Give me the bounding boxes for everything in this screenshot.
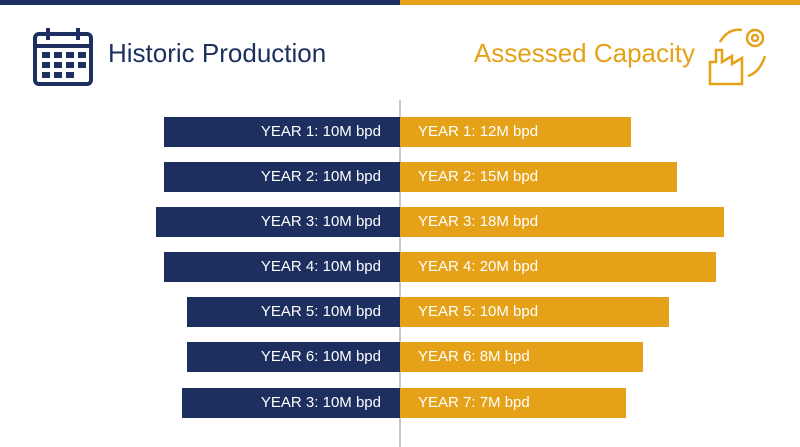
left-bar — [164, 117, 400, 147]
top-band-left — [0, 0, 400, 5]
factory-icon — [708, 28, 767, 86]
right-bar — [400, 207, 724, 237]
calendar-icon — [33, 28, 93, 86]
left-bar — [164, 252, 400, 282]
right-bar — [400, 342, 643, 372]
left-bar — [164, 162, 400, 192]
left-label: YEAR 4: 10M bpd — [261, 258, 381, 275]
top-band-right — [400, 0, 800, 5]
right-label: YEAR 1: 12M bpd — [418, 123, 538, 140]
right-label: YEAR 5: 10M bpd — [418, 303, 538, 320]
right-label: YEAR 3: 18M bpd — [418, 213, 538, 230]
right-bar — [400, 162, 677, 192]
left-label: YEAR 3: 10M bpd — [261, 213, 381, 230]
left-bar — [187, 342, 400, 372]
right-label: YEAR 6: 8M bpd — [418, 348, 530, 365]
left-title: Historic Production — [108, 38, 326, 68]
right-bar — [400, 297, 669, 327]
left-label: YEAR 6: 10M bpd — [261, 348, 381, 365]
left-bar — [156, 207, 400, 237]
left-bar — [187, 297, 400, 327]
left-label: YEAR 5: 10M bpd — [261, 303, 381, 320]
right-label: YEAR 4: 20M bpd — [418, 258, 538, 275]
left-label: YEAR 2: 10M bpd — [261, 168, 381, 185]
right-title: Assessed Capacity — [474, 38, 695, 68]
right-label: YEAR 7: 7M bpd — [418, 394, 530, 411]
right-bar — [400, 117, 631, 147]
left-label: YEAR 1: 10M bpd — [261, 123, 381, 140]
right-bar — [400, 252, 716, 282]
right-bar — [400, 388, 626, 418]
right-label: YEAR 2: 15M bpd — [418, 168, 538, 185]
left-bar — [182, 388, 400, 418]
left-label: YEAR 3: 10M bpd — [261, 394, 381, 411]
